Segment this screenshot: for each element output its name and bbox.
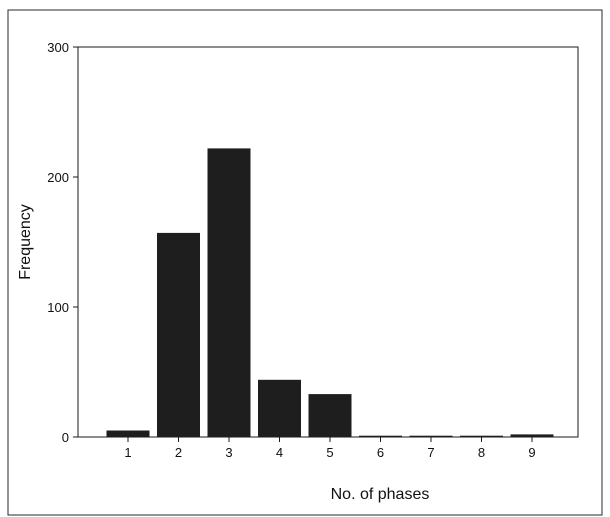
x-axis-label: No. of phases — [331, 486, 430, 503]
x-tick-label-8: 8 — [478, 445, 485, 460]
chart-border — [7, 9, 603, 516]
bar-2 — [157, 232, 200, 437]
y-axis: 0 100 200 300 — [47, 40, 78, 445]
y-tick-label-300: 300 — [47, 40, 69, 55]
bar-6 — [359, 435, 402, 437]
y-tick-label-100: 100 — [47, 300, 69, 315]
y-tick-label-0: 0 — [62, 430, 69, 445]
bars — [106, 148, 554, 437]
x-tick-label-7: 7 — [427, 445, 434, 460]
bar-8 — [460, 435, 503, 437]
x-tick-label-9: 9 — [528, 445, 535, 460]
bar-9 — [510, 434, 554, 437]
y-tick-label-200: 200 — [47, 170, 69, 185]
x-tick-label-1: 1 — [124, 445, 131, 460]
x-tick-label-5: 5 — [326, 445, 333, 460]
bar-7 — [409, 435, 453, 437]
plot-area — [77, 46, 579, 438]
bar-3 — [207, 148, 251, 437]
x-tick-label-4: 4 — [276, 445, 283, 460]
bar-4 — [258, 379, 301, 437]
bar-1 — [106, 430, 150, 437]
x-tick-label-3: 3 — [225, 445, 232, 460]
bar-5 — [308, 394, 352, 437]
x-axis: 1 2 3 4 5 6 7 8 9 — [124, 437, 536, 460]
x-tick-label-6: 6 — [377, 445, 384, 460]
x-tick-label-2: 2 — [175, 445, 182, 460]
y-axis-label: Frequency — [17, 204, 34, 280]
